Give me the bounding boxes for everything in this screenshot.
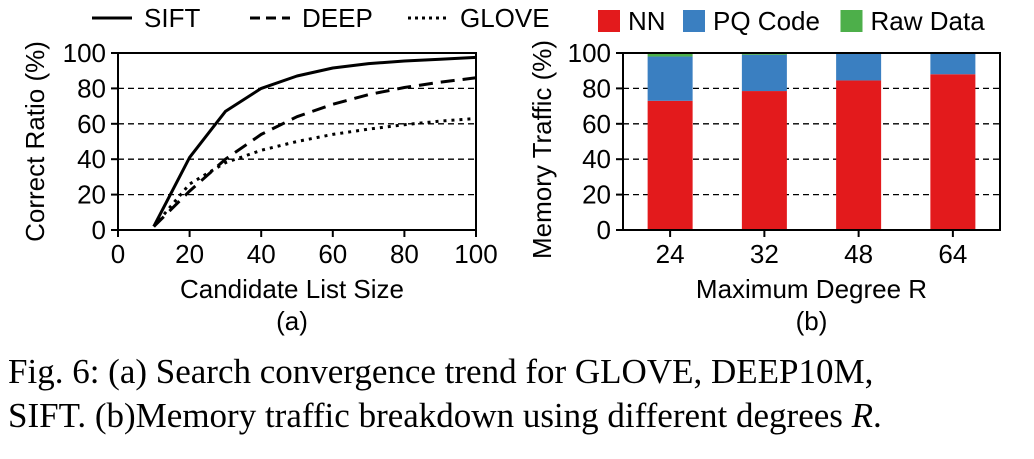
y-tick-label: 0 xyxy=(92,215,106,245)
x-tick-label: 80 xyxy=(390,239,419,269)
legend-label-nn: NN xyxy=(628,6,666,36)
x-tick-label: 24 xyxy=(656,239,685,269)
y-tick-label: 0 xyxy=(597,215,611,245)
x-tick-label: 20 xyxy=(175,239,204,269)
legend-swatch-raw-data xyxy=(840,10,863,32)
bar-segment-pq-code xyxy=(930,53,976,75)
y-axis-label: Correct Ratio (%) xyxy=(20,41,50,242)
legend-label-glove: GLOVE xyxy=(460,3,550,33)
y-tick-label: 40 xyxy=(77,144,106,174)
caption-line-2: SIFT. (b)Memory traffic breakdown using … xyxy=(8,394,1028,438)
bar-segment-nn xyxy=(930,74,976,231)
y-tick-label: 60 xyxy=(582,109,611,139)
legend-label-raw-data: Raw Data xyxy=(871,6,986,36)
y-tick-label: 80 xyxy=(77,73,106,103)
caption-period: . xyxy=(873,396,882,435)
bar-segment-nn xyxy=(836,80,882,230)
x-tick-label: 40 xyxy=(247,239,276,269)
bar-segment-pq-code xyxy=(647,56,693,101)
y-tick-label: 60 xyxy=(77,109,106,139)
caption-line-2-text: SIFT. (b)Memory traffic breakdown using … xyxy=(8,396,852,435)
bar-segment-pq-code xyxy=(836,53,882,81)
subfigure-label-b: (b) xyxy=(796,306,828,336)
x-tick-label: 48 xyxy=(844,239,873,269)
subfigure-label-a: (a) xyxy=(276,306,308,336)
x-tick-label: 64 xyxy=(938,239,967,269)
bar-segment-raw-data xyxy=(647,53,693,57)
chart-b-memory-traffic: 0 20 40 60 80 100 24 32 48 64 NN PQ Code Raw Data Max… xyxy=(527,6,1001,336)
y-tick-label: 100 xyxy=(568,38,611,68)
x-tick-label: 0 xyxy=(111,239,125,269)
legend-label-pq-code: PQ Code xyxy=(713,6,820,36)
y-tick-label: 100 xyxy=(63,38,106,68)
y-tick-label: 80 xyxy=(582,73,611,103)
series-line-glove xyxy=(152,117,477,228)
series-line-deep xyxy=(152,76,477,228)
x-tick-label: 32 xyxy=(750,239,779,269)
x-tick-label: 60 xyxy=(318,239,347,269)
plot-frame xyxy=(117,52,477,231)
legend-swatch-pq-code xyxy=(683,10,705,32)
bar-segment-pq-code xyxy=(741,54,787,92)
series-line-sift xyxy=(152,55,477,228)
bar-segment-nn xyxy=(647,100,693,230)
caption-line-1: Fig. 6: (a) Search convergence trend for… xyxy=(8,352,874,391)
legend-swatch-nn xyxy=(598,10,620,32)
y-tick-label: 20 xyxy=(77,180,106,210)
legend-label-deep: DEEP xyxy=(302,3,373,33)
y-tick-label: 20 xyxy=(582,180,611,210)
caption-variable-r: R xyxy=(851,396,874,435)
x-axis-label: Maximum Degree R xyxy=(696,274,927,304)
y-tick-label: 40 xyxy=(582,144,611,174)
figure-caption: Fig. 6: (a) Search convergence trend for… xyxy=(8,350,1028,438)
x-tick-label: 100 xyxy=(454,239,497,269)
bar-segment-nn xyxy=(741,91,787,231)
plot-frame xyxy=(622,52,1001,231)
x-axis-label: Candidate List Size xyxy=(180,274,404,304)
legend-label-sift: SIFT xyxy=(144,3,200,33)
y-axis-label: Memory Traffic (%) xyxy=(527,40,557,259)
